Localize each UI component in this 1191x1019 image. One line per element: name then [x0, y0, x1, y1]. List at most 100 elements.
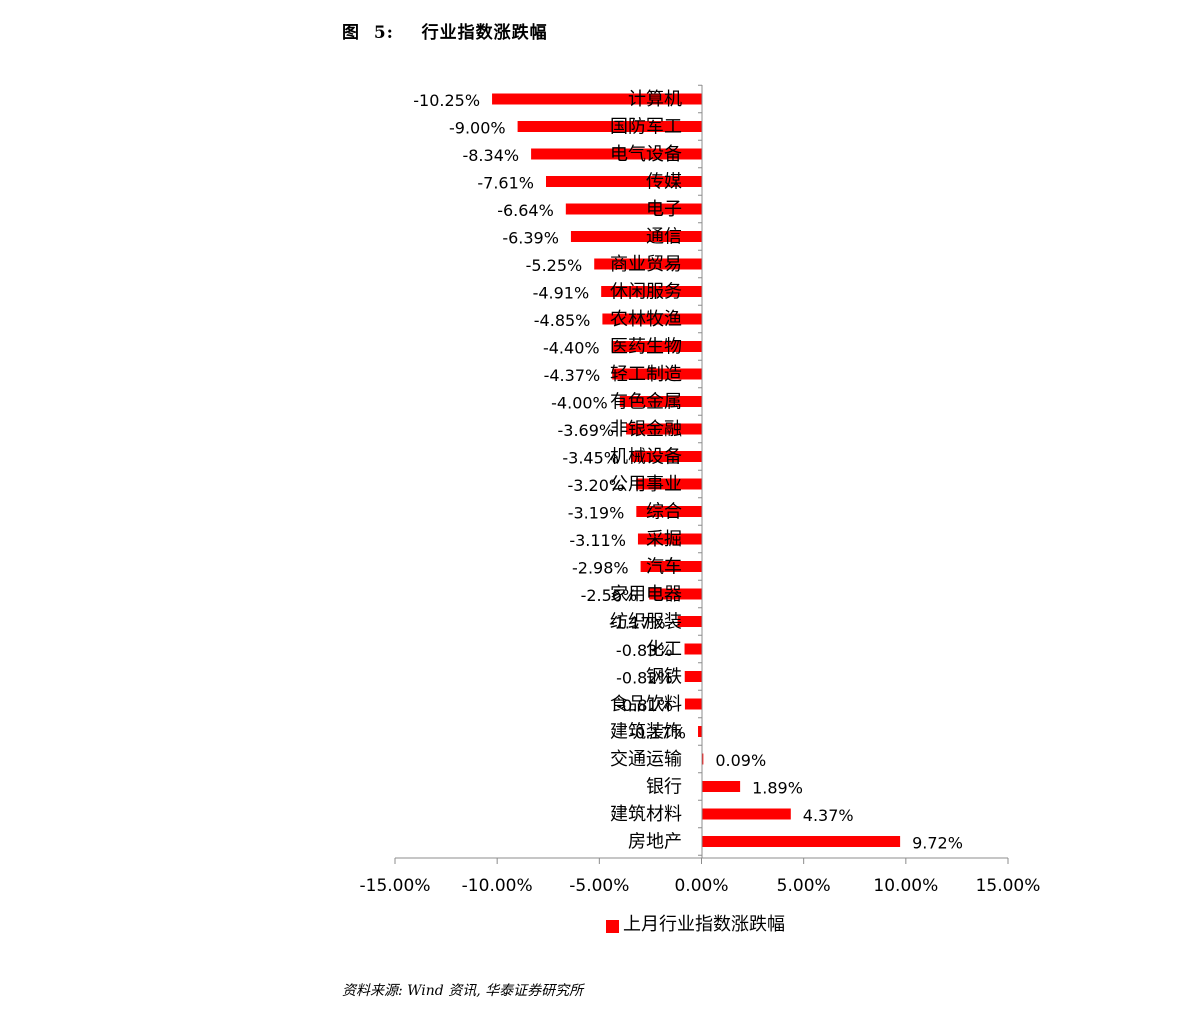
bar	[636, 478, 702, 490]
bar	[531, 148, 702, 160]
category-label: 家用电器	[610, 584, 682, 605]
bar	[601, 286, 702, 297]
x-tick-label: 0.00%	[674, 876, 728, 896]
figure-title: 图 5: 行业指数涨跌幅	[342, 23, 548, 43]
value-label: 1.89%	[752, 779, 803, 798]
category-label: 商业贸易	[610, 254, 682, 275]
category-label: 公用事业	[610, 474, 682, 495]
value-label: -4.91%	[533, 284, 590, 303]
value-label: 9.72%	[912, 834, 963, 853]
bar	[640, 561, 702, 572]
legend-label: 上月行业指数涨跌幅	[623, 914, 785, 935]
category-label: 银行	[646, 777, 682, 798]
bar	[698, 726, 702, 737]
value-label: -6.39%	[502, 229, 559, 248]
category-label: 机械设备	[610, 447, 682, 468]
bar	[611, 341, 702, 352]
bar	[626, 423, 702, 435]
bar	[546, 176, 702, 187]
category-label: 通信	[646, 227, 682, 248]
category-label: 国防军工	[610, 117, 682, 138]
value-labels: -10.25% -9.00% -8.34% -7.61% -6.64% -6.39% -5.…	[413, 91, 963, 853]
bar	[677, 616, 702, 627]
bar	[701, 808, 791, 820]
value-label: -0.81%	[616, 696, 673, 715]
category-label: 汽车	[646, 557, 682, 578]
bar	[619, 396, 702, 407]
value-label: 4.37%	[803, 806, 854, 825]
x-tick-labels: -15.00% -10.00% -5.00% 0.00% 5.00% 10.00% 15.0…	[360, 876, 1041, 896]
value-label: 0.09%	[715, 751, 766, 770]
category-label: 纺织服装	[610, 612, 682, 633]
bar	[684, 671, 702, 682]
x-tick-label: -15.00%	[360, 876, 431, 896]
value-label: -4.00%	[551, 394, 608, 413]
legend: 上月行业指数涨跌幅	[606, 914, 785, 935]
value-label: -0.83%	[616, 641, 673, 660]
category-label: 医药生物	[610, 337, 682, 358]
category-label: 化工	[646, 639, 682, 660]
category-label: 非银金融	[610, 419, 682, 440]
axis-layer	[394, 84, 1009, 864]
x-tick-label: 10.00%	[873, 876, 938, 896]
x-tick-label: 15.00%	[976, 876, 1041, 896]
bar	[602, 313, 702, 325]
category-label: 交通运输	[610, 749, 682, 770]
category-label: 农林牧渔	[610, 309, 682, 330]
bar	[594, 258, 702, 270]
x-tick-label: -10.00%	[462, 876, 533, 896]
category-label: 建筑装饰	[610, 722, 682, 743]
category-label: 轻工制造	[610, 364, 682, 385]
category-label: 电子	[646, 199, 682, 220]
value-label: -2.98%	[572, 559, 629, 578]
bar	[565, 203, 702, 215]
bar	[684, 698, 702, 710]
category-labels: 计算机国防军工电气设备传媒电子通信商业贸易休闲服务农林牧渔医药生物轻工制造有色金…	[610, 89, 682, 853]
category-label: 电气设备	[610, 144, 682, 165]
legend-swatch	[606, 920, 619, 933]
value-label: -3.19%	[568, 504, 625, 523]
category-label: 传媒	[646, 172, 682, 193]
value-label: -3.20%	[568, 476, 625, 495]
value-label: -3.45%	[562, 449, 619, 468]
bars-layer	[492, 93, 901, 847]
value-label: -4.85%	[534, 311, 591, 330]
source-note: 资料来源: Wind 资讯, 华泰证券研究所	[342, 983, 584, 999]
value-label: -6.64%	[497, 201, 554, 220]
value-label: -7.61%	[477, 174, 534, 193]
value-label: -2.56%	[581, 586, 638, 605]
category-label: 房地产	[628, 832, 682, 853]
bar	[684, 643, 702, 655]
x-tick-label: -5.00%	[569, 876, 629, 896]
value-label: -9.00%	[449, 119, 506, 138]
category-label: 采掘	[646, 529, 682, 550]
bar	[631, 451, 702, 462]
value-label: -5.25%	[526, 256, 583, 275]
bar	[701, 781, 741, 792]
bar	[636, 506, 702, 517]
value-label: -1.17%	[609, 614, 666, 633]
bar	[701, 836, 901, 847]
value-label: -0.82%	[616, 669, 673, 688]
value-label: -4.37%	[544, 366, 601, 385]
x-tick-label: 5.00%	[777, 876, 831, 896]
category-label: 计算机	[628, 89, 682, 110]
category-label: 休闲服务	[610, 282, 682, 303]
category-label: 有色金属	[610, 392, 682, 413]
bar	[612, 368, 702, 380]
value-label: -3.11%	[569, 531, 626, 550]
bar	[570, 231, 702, 242]
bar	[649, 588, 702, 600]
category-label: 钢铁	[646, 667, 682, 688]
bar	[517, 121, 702, 132]
value-label: -4.40%	[543, 339, 600, 358]
value-label: -8.34%	[462, 146, 519, 165]
category-label: 食品饮料	[610, 694, 682, 715]
category-label: 综合	[646, 502, 682, 523]
value-label: -0.17%	[629, 724, 686, 743]
bar	[492, 93, 702, 105]
value-label: -3.69%	[557, 421, 614, 440]
value-label: -10.25%	[413, 91, 480, 110]
bar	[637, 533, 702, 545]
